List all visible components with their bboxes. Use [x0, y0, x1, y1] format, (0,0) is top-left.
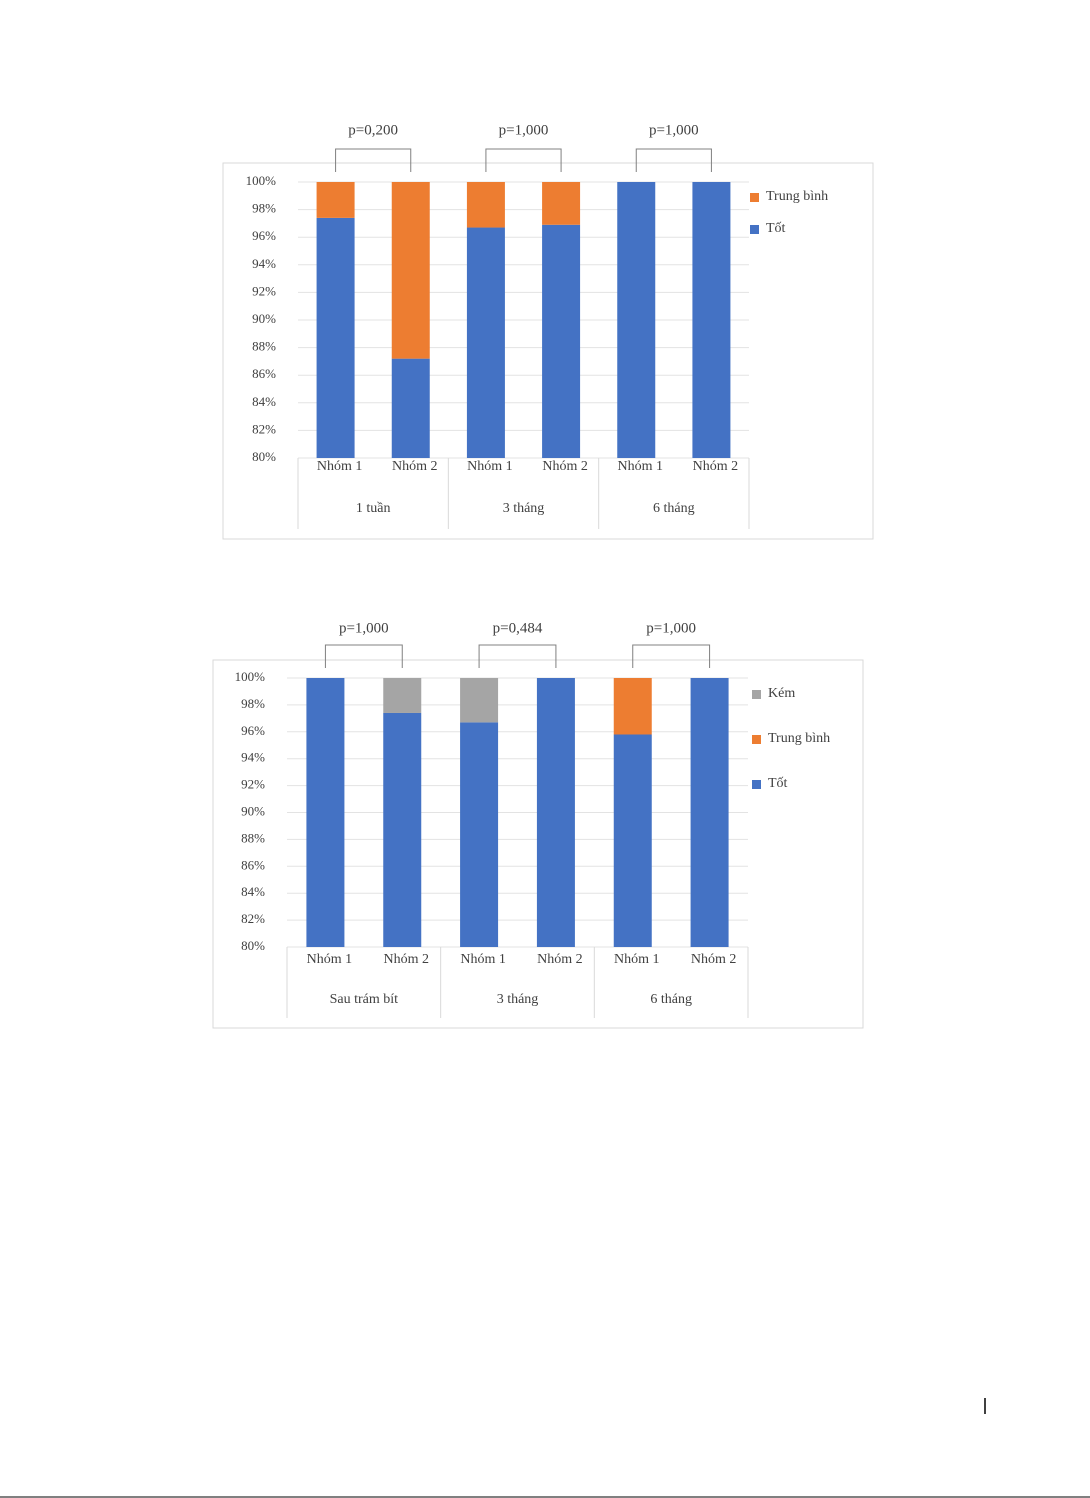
legend-label: Trung bình	[766, 189, 828, 204]
legend-label: Tốt	[766, 221, 786, 236]
legend-swatch	[752, 780, 761, 789]
bracket	[632, 644, 711, 668]
bar-segment	[306, 678, 345, 947]
legend-swatch	[750, 225, 759, 234]
y-tick-label: 80%	[241, 938, 265, 953]
bar-segment	[383, 678, 422, 713]
x-tick-label: Nhóm 1	[460, 952, 506, 967]
x-tick-label: Nhóm 1	[614, 952, 660, 967]
bar-segment	[316, 182, 355, 218]
x-tick-label: Nhóm 2	[542, 459, 588, 474]
y-tick-label: 98%	[241, 696, 265, 711]
group-label: 6 tháng	[650, 992, 692, 1007]
bar-segment	[391, 358, 430, 458]
annotation: p=0,200	[348, 122, 398, 138]
x-tick-label: Nhóm 2	[693, 459, 739, 474]
bar-segment	[466, 182, 505, 228]
bar-segment	[542, 224, 581, 458]
bar-segment	[542, 182, 581, 225]
x-tick-label: Nhóm 1	[467, 459, 513, 474]
y-tick-label: 100%	[235, 669, 266, 684]
y-tick-label: 88%	[241, 830, 265, 845]
legend-swatch	[752, 735, 761, 744]
x-tick-label: Nhóm 1	[307, 952, 353, 967]
y-tick-label: 96%	[241, 723, 265, 738]
y-tick-label: 90%	[252, 311, 276, 326]
bar-segment	[466, 227, 505, 458]
annotation: p=1,000	[646, 620, 696, 636]
y-tick-label: 94%	[241, 750, 265, 765]
bar-segment	[690, 678, 729, 947]
y-tick-label: 92%	[252, 283, 276, 298]
annotation: p=0,484	[493, 620, 543, 636]
bar-segment	[391, 182, 430, 359]
x-tick-label: Nhóm 2	[537, 952, 583, 967]
y-tick-label: 82%	[241, 911, 265, 926]
bar-segment	[617, 182, 656, 458]
legend-label: Trung bình	[768, 731, 830, 746]
group-label: Sau trám bít	[330, 992, 399, 1007]
bar-segment	[460, 678, 499, 723]
y-tick-label: 98%	[252, 201, 276, 216]
legend-label: Tốt	[768, 776, 788, 791]
bar-segment	[536, 678, 575, 947]
bracket	[485, 148, 562, 172]
legend-label: Kém	[768, 686, 795, 701]
x-tick-label: Nhóm 2	[691, 952, 737, 967]
y-tick-label: 84%	[241, 884, 265, 899]
x-tick-label: Nhóm 2	[392, 459, 438, 474]
bracket	[324, 644, 403, 668]
legend-swatch	[750, 193, 759, 202]
y-tick-label: 90%	[241, 803, 265, 818]
annotation: p=1,000	[499, 122, 549, 138]
annotation: p=1,000	[339, 620, 389, 636]
group-label: 3 tháng	[503, 501, 545, 516]
bar-segment	[316, 217, 355, 458]
y-tick-label: 86%	[252, 366, 276, 381]
y-tick-label: 92%	[241, 777, 265, 792]
annotation: p=1,000	[649, 122, 699, 138]
bar-segment	[692, 182, 731, 458]
x-tick-label: Nhóm 2	[384, 952, 430, 967]
y-tick-label: 80%	[252, 449, 276, 464]
group-label: 3 tháng	[497, 992, 539, 1007]
bracket	[335, 148, 412, 172]
bracket	[478, 644, 557, 668]
bracket	[635, 148, 712, 172]
group-label: 1 tuần	[356, 501, 391, 516]
y-tick-label: 84%	[252, 394, 276, 409]
y-tick-label: 88%	[252, 339, 276, 354]
bar-segment	[613, 678, 652, 735]
y-tick-label: 86%	[241, 857, 265, 872]
group-label: 6 tháng	[653, 501, 695, 516]
y-tick-label: 82%	[252, 421, 276, 436]
y-tick-label: 94%	[252, 256, 276, 271]
y-tick-label: 96%	[252, 228, 276, 243]
bar-segment	[460, 722, 499, 947]
legend-swatch	[752, 690, 761, 699]
x-tick-label: Nhóm 1	[317, 459, 363, 474]
x-tick-label: Nhóm 1	[618, 459, 664, 474]
bar-segment	[383, 712, 422, 947]
y-tick-label: 100%	[246, 173, 277, 188]
bar-segment	[613, 734, 652, 947]
